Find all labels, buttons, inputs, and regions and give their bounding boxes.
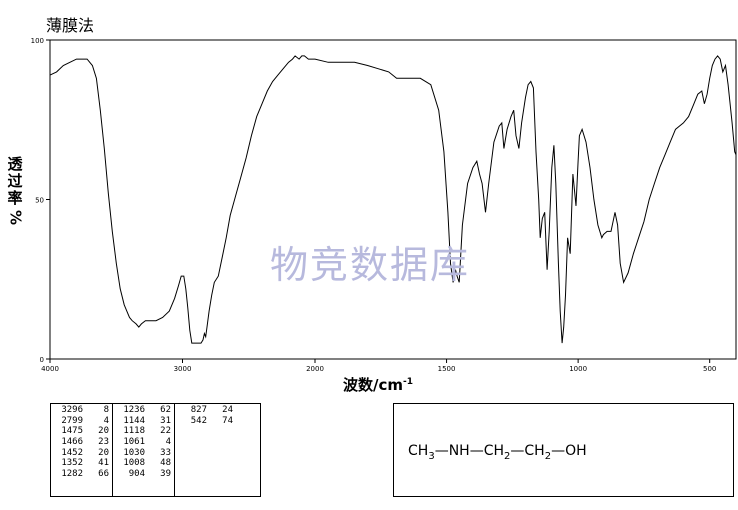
- x-tick-label: 4000: [41, 365, 59, 373]
- peak-wavenumber: 542: [190, 415, 207, 426]
- peak-wavenumber: 827: [190, 405, 207, 415]
- x-axis-label-text: 波数/cm: [343, 376, 404, 394]
- peak-column: 1236 62 1144 31 1118 22 1061 4 1030 33 1008 48 904 39: [113, 404, 175, 496]
- formula-bond: —: [434, 443, 449, 459]
- x-axis-label-sup: -1: [403, 377, 414, 387]
- plot-frame: [49, 39, 737, 360]
- peak-wavenumber: 1030: [123, 447, 145, 458]
- peak-row: 1475 20: [55, 426, 109, 437]
- peak-wavenumber: 3296: [61, 405, 83, 415]
- peak-row: 1236 62: [117, 405, 171, 416]
- peak-wavenumber: 1144: [123, 415, 145, 426]
- formula-part: NH: [448, 443, 470, 459]
- formula-part: CH: [524, 443, 545, 459]
- ir-spectrum-chart: 4000 3000 2000 1500 1000 500 0 50 100: [31, 37, 737, 373]
- peak-row: 3296 8: [55, 405, 109, 416]
- peak-row: 1008 48: [117, 458, 171, 469]
- formula-bond: —: [551, 443, 566, 459]
- method-label: 薄膜法: [46, 16, 95, 35]
- x-tick-label: 500: [703, 365, 716, 373]
- x-tick-label: 1000: [569, 365, 587, 373]
- y-axis-label-char: 过: [7, 172, 23, 190]
- peak-wavenumber: 2799: [61, 415, 83, 426]
- formula-subscript: 2: [504, 450, 511, 462]
- structure-formula-box: CH3—NH—CH2—CH2—OH: [393, 403, 734, 497]
- peak-wavenumber: 1352: [61, 458, 83, 469]
- peak-transmittance: 20: [98, 447, 109, 458]
- watermark: 物竞数据库: [270, 243, 471, 287]
- peak-row: 1282 66: [55, 469, 109, 480]
- peak-wavenumber: 1452: [61, 447, 83, 458]
- peak-wavenumber: 1282: [61, 469, 83, 480]
- peak-table: 3296 8 2799 4 1475 20 1466 23 1452 20 1352 41 1282 66…: [50, 403, 261, 497]
- formula-subscript: 2: [544, 450, 552, 462]
- peak-row: 2799 4: [55, 416, 109, 427]
- peak-wavenumber: 1008: [123, 458, 145, 469]
- formula-part: CH: [483, 443, 504, 459]
- peak-transmittance: 22: [160, 426, 171, 437]
- y-axis-label-char: 透: [7, 155, 23, 173]
- x-axis-label: 波数/cm-1: [343, 374, 413, 395]
- peak-row: 1118 22: [117, 426, 171, 437]
- peak-transmittance: 41: [98, 458, 109, 469]
- peak-wavenumber: 1466: [61, 437, 83, 448]
- peak-transmittance: 20: [98, 426, 109, 437]
- peak-transmittance: 39: [160, 469, 171, 480]
- x-tick-label: 2000: [306, 365, 324, 373]
- peak-column: 3296 8 2799 4 1475 20 1466 23 1452 20 1352 41 1282 66: [51, 404, 113, 496]
- structure-formula: CH3—NH—CH2—CH2—OH: [408, 443, 587, 462]
- peak-transmittance: 4: [103, 415, 109, 426]
- peak-wavenumber: 904: [128, 469, 145, 480]
- x-tick-label: 1500: [438, 365, 456, 373]
- peak-wavenumber: 1061: [123, 437, 145, 448]
- peak-transmittance: 24: [222, 405, 233, 415]
- peak-wavenumber: 1118: [123, 426, 145, 437]
- peak-row: 1352 41: [55, 458, 109, 469]
- peak-row: 1061 4: [117, 437, 171, 448]
- peak-transmittance: 23: [98, 437, 109, 448]
- x-tick-label: 3000: [174, 365, 192, 373]
- y-axis-label: 透 过 率 %: [5, 156, 25, 226]
- peak-row: 542 74: [179, 416, 257, 427]
- peak-wavenumber: 1236: [123, 405, 145, 415]
- formula-bond: —: [510, 443, 525, 459]
- peak-row: 1466 23: [55, 437, 109, 448]
- spectrum-line: [49, 55, 737, 344]
- peak-row: 904 39: [117, 469, 171, 480]
- axis-ticks: 4000 3000 2000 1500 1000 500 0 50 100: [31, 37, 717, 373]
- peak-row: 1144 31: [117, 416, 171, 427]
- peak-transmittance: 48: [160, 458, 171, 469]
- y-axis-label-char: 率: [7, 189, 23, 207]
- peak-row: 1030 33: [117, 448, 171, 459]
- peak-transmittance: 33: [160, 447, 171, 458]
- peak-transmittance: 8: [103, 405, 109, 415]
- peak-wavenumber: 1475: [61, 426, 83, 437]
- y-tick-label: 0: [40, 356, 44, 364]
- peak-transmittance: 31: [160, 415, 171, 426]
- peak-row: 827 24: [179, 405, 257, 416]
- formula-bond: —: [469, 443, 484, 459]
- peak-row: 1452 20: [55, 448, 109, 459]
- formula-part: OH: [565, 443, 587, 459]
- peak-transmittance: 66: [98, 469, 109, 480]
- formula-subscript: 3: [428, 450, 435, 462]
- formula-part: CH: [408, 443, 429, 459]
- y-tick-label: 50: [35, 197, 44, 205]
- peak-transmittance: 62: [160, 405, 171, 415]
- peak-transmittance: 74: [222, 415, 233, 426]
- peak-column: 827 24 542 74: [175, 404, 260, 496]
- y-tick-label: 100: [31, 37, 44, 45]
- peak-transmittance: 4: [165, 437, 171, 448]
